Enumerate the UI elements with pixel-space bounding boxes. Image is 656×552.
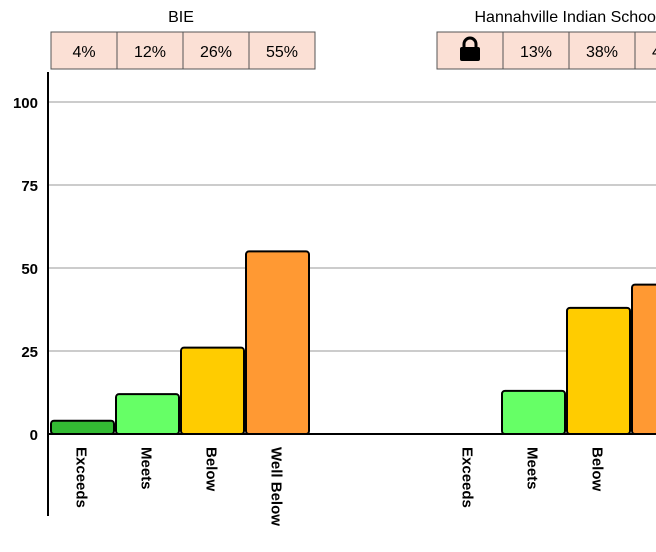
category-label-bie-meets: Meets <box>138 447 155 490</box>
pct-cell-hannahville-indian-school-meets <box>502 31 570 70</box>
pct-cell-bie-meets <box>116 31 184 70</box>
y-tick-label-100: 100 <box>13 95 38 112</box>
bar-bie-meets <box>115 393 180 436</box>
bar-bie-exceeds <box>50 419 115 436</box>
category-label-hannahville-indian-school-exceeds: Exceeds <box>459 447 476 508</box>
bar-bie-well-below <box>245 250 310 435</box>
y-tick-label-75: 75 <box>21 178 38 195</box>
pct-label-bie-below: 26% <box>200 44 232 61</box>
category-label-hannahville-indian-school-meets: Meets <box>524 447 541 490</box>
category-label-hannahville-indian-school-well-below: Well Below <box>654 447 656 526</box>
category-label-bie-exceeds: Exceeds <box>73 447 90 508</box>
bar-hannahville-indian-school-well-below <box>631 283 656 435</box>
y-tick-label-50: 50 <box>21 261 38 278</box>
pct-label-bie-well-below: 55% <box>266 44 298 61</box>
gridlines <box>48 101 656 352</box>
pct-label-bie-exceeds: 4% <box>72 44 95 61</box>
bar-bie-below <box>180 346 245 435</box>
pct-label-bie-meets: 12% <box>134 44 166 61</box>
group-title-hannahville-indian-school: Hannahville Indian School <box>474 9 656 26</box>
y-tick-label-25: 25 <box>21 344 38 361</box>
bar-hannahville-indian-school-below <box>566 306 631 435</box>
pct-label-hannahville-indian-school-below: 38% <box>586 44 618 61</box>
pct-cell-hannahville-indian-school-well-below <box>634 31 656 70</box>
labels: 0 25 50 75 100 BIE 4% Exceeds 12% Meets 26% Below 55… <box>13 9 656 526</box>
bar-hannahville-indian-school-meets <box>501 389 566 435</box>
pct-label-hannahville-indian-school-meets: 13% <box>520 44 552 61</box>
category-label-hannahville-indian-school-below: Below <box>589 447 606 492</box>
bars <box>50 250 656 436</box>
category-label-bie-well-below: Well Below <box>268 447 285 526</box>
category-label-bie-below: Below <box>203 447 220 492</box>
pct-label-hannahville-indian-school-well-below: 45% <box>652 44 656 61</box>
group-title-bie: BIE <box>168 9 194 26</box>
lock-icon <box>460 36 480 61</box>
pct-cell-hannahville-indian-school-below <box>568 31 636 70</box>
pct-cell-bie-well-below <box>248 31 316 70</box>
y-tick-label-0: 0 <box>30 427 38 444</box>
